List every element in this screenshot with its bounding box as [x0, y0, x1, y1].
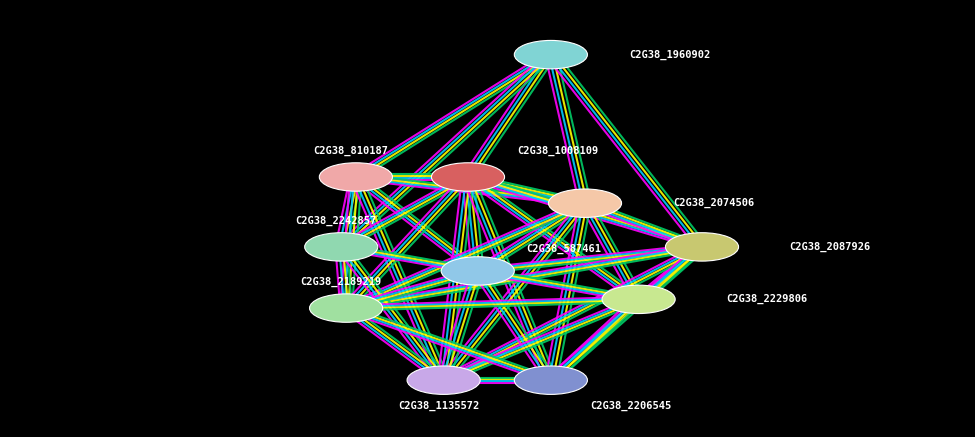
Ellipse shape [441, 257, 515, 285]
Ellipse shape [548, 189, 622, 217]
Ellipse shape [515, 366, 587, 394]
Ellipse shape [320, 163, 392, 191]
Ellipse shape [408, 366, 480, 394]
Text: C2G38_2229806: C2G38_2229806 [726, 294, 807, 305]
Text: C2G38_2087926: C2G38_2087926 [790, 242, 871, 252]
Text: C2G38_2206545: C2G38_2206545 [590, 401, 671, 411]
Text: C2G38_1135572: C2G38_1135572 [398, 401, 480, 411]
Ellipse shape [603, 285, 675, 314]
Ellipse shape [310, 294, 382, 323]
Ellipse shape [515, 41, 587, 69]
Ellipse shape [304, 232, 378, 261]
Ellipse shape [665, 232, 739, 261]
Text: C2G38_1960902: C2G38_1960902 [629, 49, 710, 60]
Text: C2G38_810187: C2G38_810187 [314, 146, 388, 156]
Ellipse shape [431, 163, 505, 191]
Text: C2G38_2189219: C2G38_2189219 [300, 277, 382, 287]
Text: C2G38_1008109: C2G38_1008109 [517, 146, 598, 156]
Text: C2G38_2074506: C2G38_2074506 [673, 198, 754, 208]
Text: C2G38_587461: C2G38_587461 [526, 244, 602, 254]
Text: C2G38_2242857: C2G38_2242857 [295, 216, 377, 226]
